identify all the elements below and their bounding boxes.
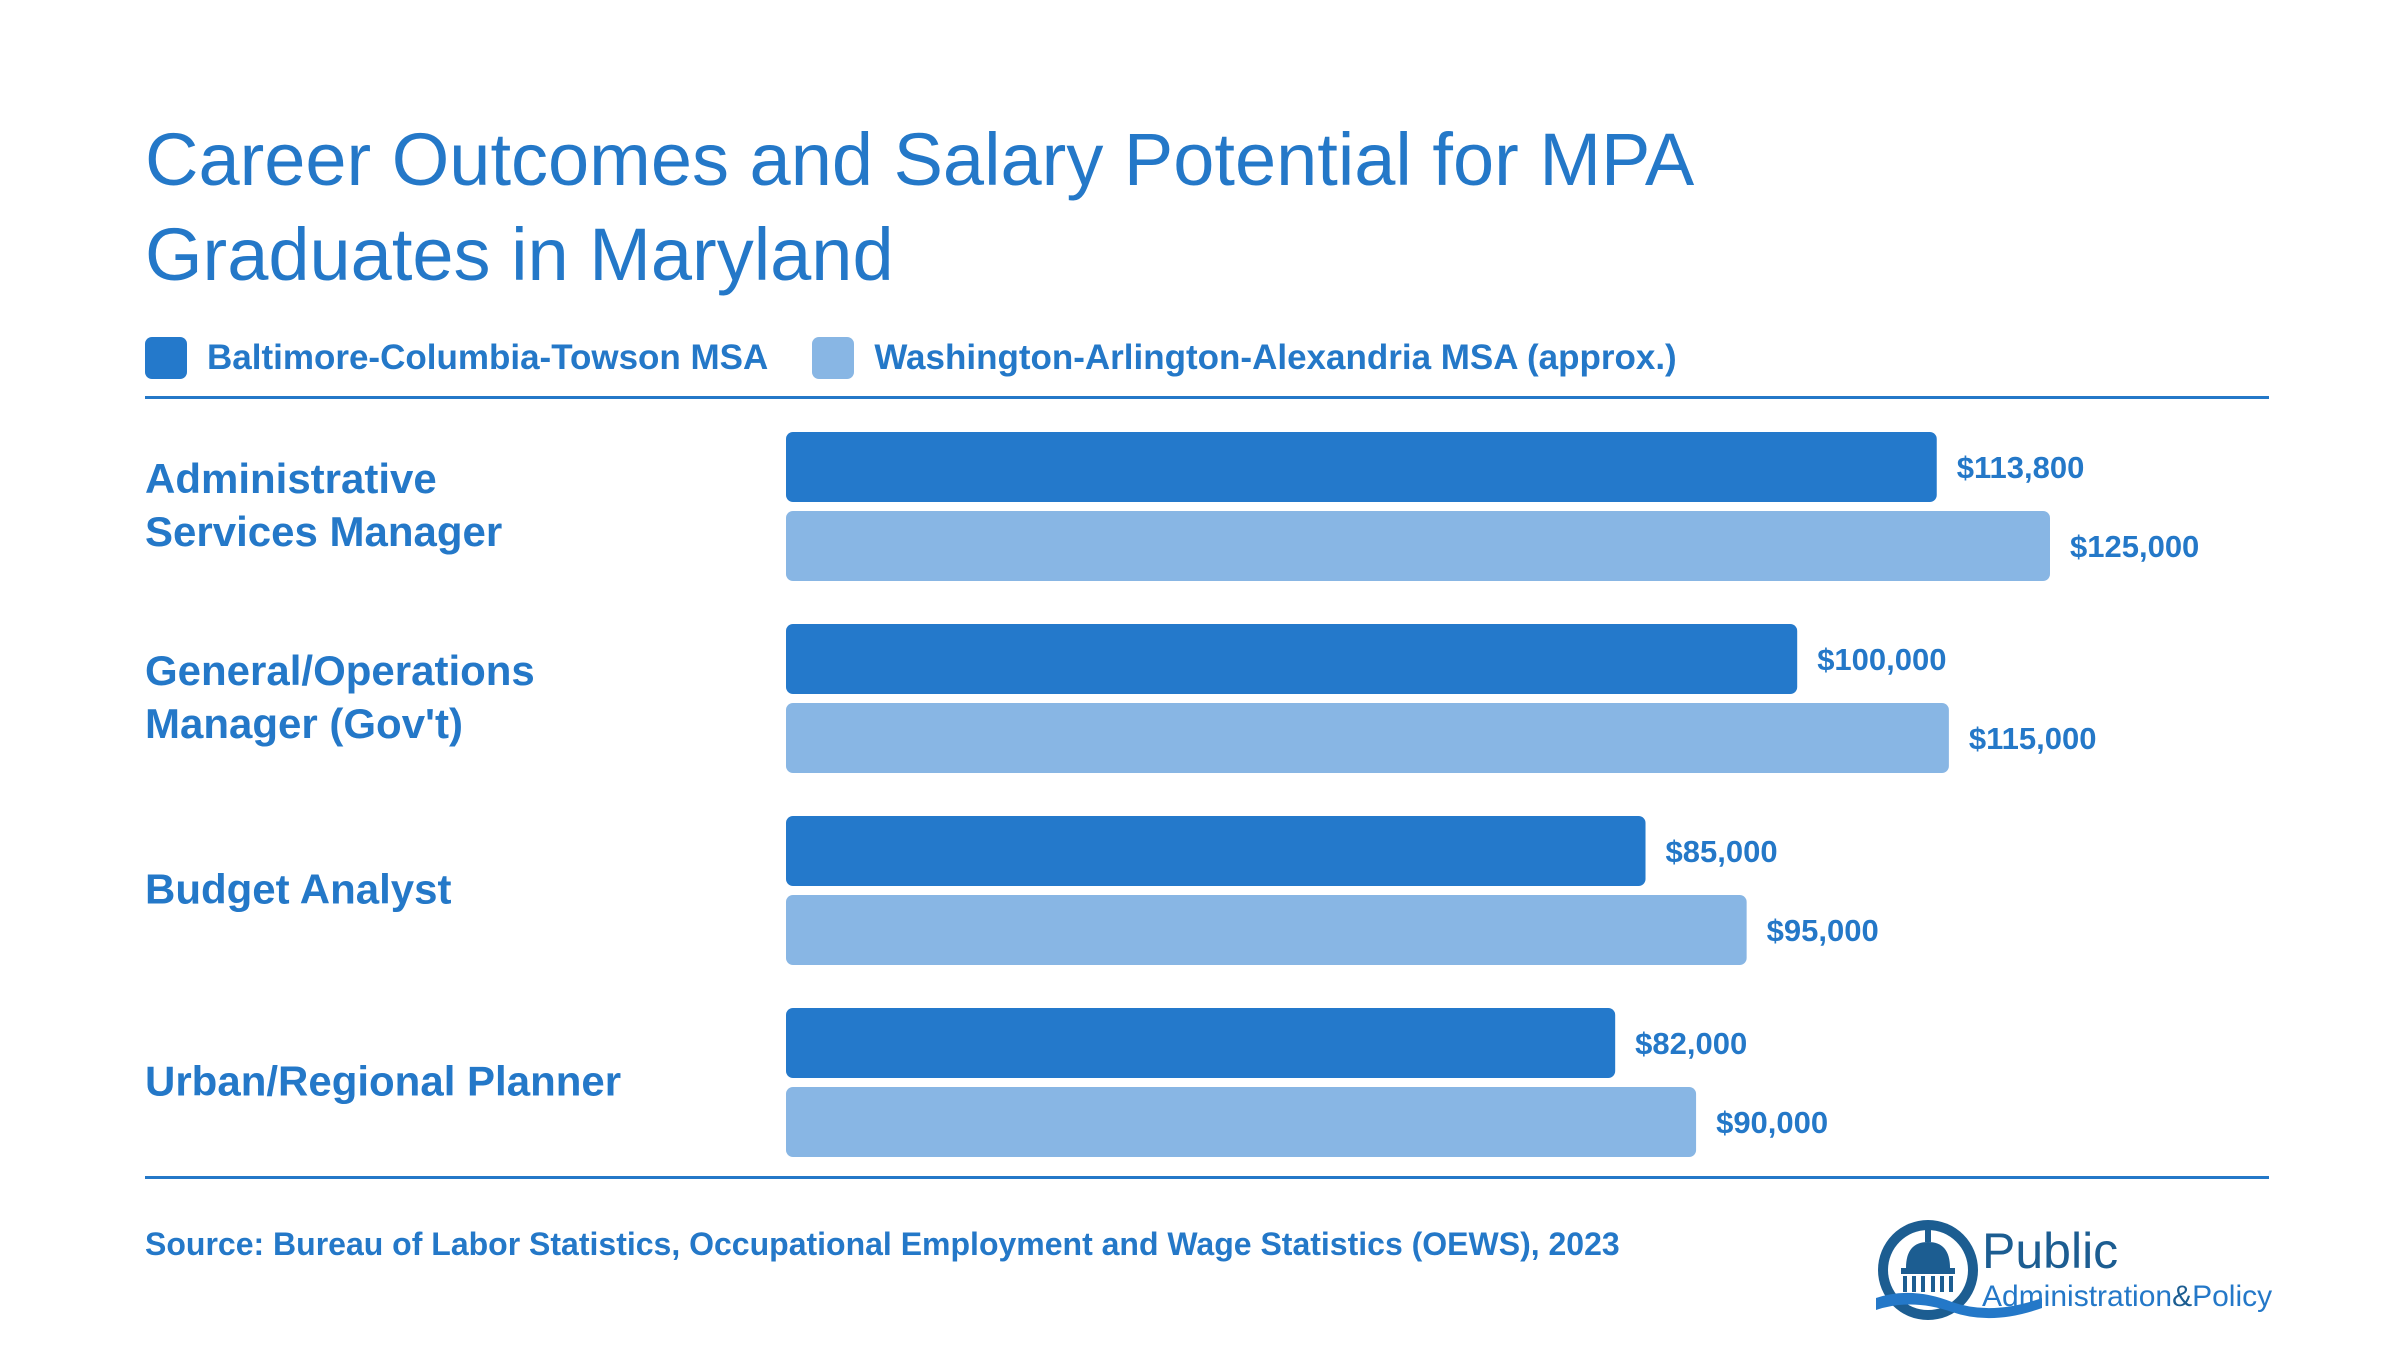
category-label: Budget Analyst	[145, 866, 451, 913]
legend-swatch	[812, 337, 855, 379]
bar-washington	[786, 895, 1747, 965]
bar-washington	[786, 1087, 1697, 1157]
bar-value-label: $90,000	[1716, 1105, 1828, 1140]
bar-baltimore	[786, 816, 1646, 886]
logo-administration: Administration	[1982, 1280, 2172, 1313]
bar-value-label: $115,000	[1969, 721, 2097, 756]
bottom-divider	[145, 1176, 2269, 1179]
bar-baltimore	[786, 624, 1798, 694]
category-label: Urban/Regional Planner	[145, 1058, 621, 1105]
legend-label: Washington-Arlington-Alexandria MSA (app…	[874, 338, 1677, 377]
svg-text:Administration&Policy: Administration&Policy	[1982, 1280, 2272, 1313]
legend-swatch	[145, 337, 187, 379]
bar-baltimore	[786, 1008, 1616, 1078]
bar-value-label: $113,800	[1957, 450, 2085, 485]
bar-value-label: $100,000	[1817, 642, 1946, 677]
bar-value-label: $82,000	[1635, 1026, 1747, 1061]
logo: Public Administration&Policy	[1872, 1212, 2272, 1332]
bar-washington	[786, 511, 2050, 581]
legend-item-2: Washington-Arlington-Alexandria MSA (app…	[812, 337, 1677, 379]
legend-label: Baltimore-Columbia-Towson MSA	[207, 338, 769, 377]
bar-washington	[786, 703, 1949, 773]
logo-ampersand: &	[2172, 1280, 2192, 1313]
capitol-dome-icon	[1876, 1220, 2042, 1320]
category-label: General/Operations Manager (Gov't)	[145, 647, 535, 747]
logo-policy: Policy	[2192, 1280, 2272, 1313]
legend: Baltimore-Columbia-Towson MSA Washington-…	[145, 334, 1721, 382]
bar-value-label: $95,000	[1767, 913, 1879, 948]
bar-value-label: $125,000	[2070, 529, 2199, 564]
chart-title: Career Outcomes and Salary Potential for…	[145, 118, 1691, 296]
top-divider	[145, 396, 2269, 399]
bar-value-label: $85,000	[1666, 834, 1778, 869]
bar-baltimore	[786, 432, 1937, 502]
source-note: Source: Bureau of Labor Statistics, Occu…	[145, 1226, 1620, 1262]
category-label: Administrative Services Manager	[145, 455, 502, 555]
logo-public: Public	[1982, 1223, 2118, 1279]
legend-item-1: Baltimore-Columbia-Towson MSA	[145, 337, 768, 379]
